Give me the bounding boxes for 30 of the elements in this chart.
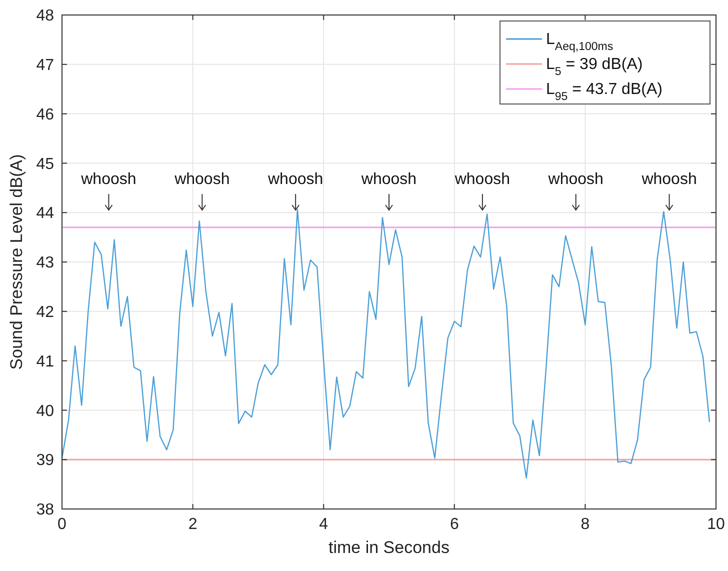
y-tick-label: 42 xyxy=(36,304,54,321)
line-series xyxy=(61,209,710,478)
annotation: whoosh xyxy=(266,171,324,188)
y-tick-label: 45 xyxy=(36,156,54,173)
legend-label: L$_{Aeq,100ms}$ xyxy=(546,31,614,53)
y-tick-label: 48 xyxy=(36,8,54,25)
annotation: whoosh xyxy=(547,171,604,188)
x-axis-title: time in Seconds xyxy=(328,538,450,557)
y-tick-label: 44 xyxy=(36,205,54,222)
x-tick-label: 4 xyxy=(319,516,328,533)
y-tick-label: 38 xyxy=(36,502,54,519)
annotation: whoosh xyxy=(360,171,417,188)
annotation: whoosh xyxy=(80,171,136,188)
annotation: whoosh xyxy=(454,171,510,188)
annotation: whoosh xyxy=(640,171,697,188)
annotation: whoosh xyxy=(174,171,230,188)
y-axis-title: Sound Pressure Level dB(A) xyxy=(7,154,26,370)
x-tick-label: 8 xyxy=(580,516,590,533)
legend-label: L$_{5}$ = 39 dB(A) xyxy=(546,56,643,78)
y-tick-label: 46 xyxy=(36,106,54,124)
y-tick-label: 47 xyxy=(36,57,54,74)
x-tick-label: 2 xyxy=(188,516,198,533)
y-tick-label: 40 xyxy=(36,402,54,420)
y-tick-label: 39 xyxy=(36,452,54,470)
y-tick-label: 41 xyxy=(36,353,54,370)
legend-label: L$_{95}$ = 43.7 dB(A) xyxy=(546,81,662,103)
x-tick-label: 0 xyxy=(58,516,67,533)
x-tick-label: 10 xyxy=(707,516,725,533)
y-tick-label: 43 xyxy=(36,254,54,272)
x-tick-label: 6 xyxy=(450,516,459,533)
